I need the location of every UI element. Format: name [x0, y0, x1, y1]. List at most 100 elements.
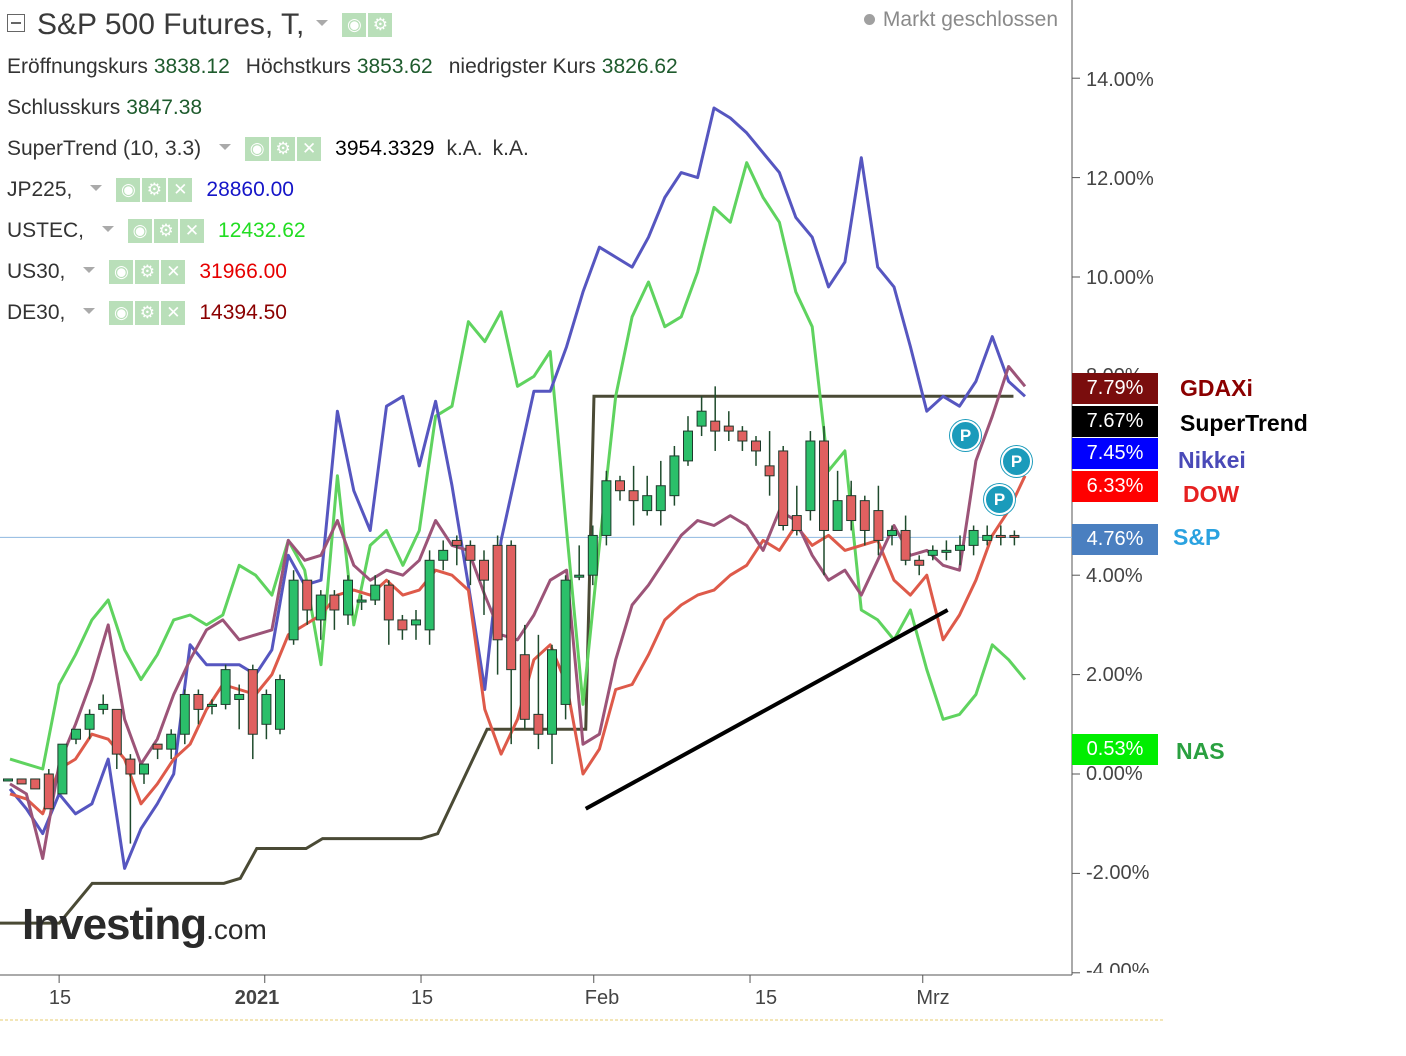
candle-body [819, 440, 829, 531]
eye-icon[interactable]: ◉ [245, 136, 270, 161]
candle-body [832, 500, 843, 531]
legend-title-row: S&P 500 Futures, T, ◉ ⚙ [7, 4, 694, 46]
candle-body [791, 515, 802, 531]
pivot-marker[interactable]: P [984, 484, 1015, 515]
indicator-extra: k.A. [446, 136, 483, 160]
low-label: niedrigster Kurs [448, 54, 596, 78]
candle-body [615, 480, 625, 492]
candle-body [655, 485, 666, 512]
indicator-actions: ◉ ⚙ ✕ [245, 136, 323, 161]
candle-body [179, 693, 190, 735]
candle-body [438, 549, 449, 561]
indicator-name: JP225, [7, 177, 73, 201]
chevron-down-icon[interactable] [102, 225, 115, 232]
y-tick-label: 4.00% [1086, 565, 1143, 587]
candle-body [411, 619, 421, 626]
candle-body [397, 619, 408, 631]
gear-icon[interactable]: ⚙ [142, 177, 167, 202]
candle-body [628, 490, 639, 502]
eye-icon[interactable]: ◉ [109, 259, 134, 284]
candle-body [16, 778, 27, 785]
chevron-down-icon[interactable] [90, 184, 103, 191]
gear-icon[interactable]: ⚙ [135, 300, 160, 325]
candle-body [220, 669, 231, 705]
candle-body [601, 480, 612, 536]
series-line-us30 [9, 475, 1027, 816]
gear-icon[interactable]: ⚙ [368, 13, 393, 37]
chevron-down-icon[interactable] [83, 266, 96, 273]
candle-body [751, 440, 761, 452]
investing-logo: Investing.com [22, 900, 267, 950]
candle-body [356, 599, 367, 603]
candle-body [873, 510, 884, 541]
candle-body [669, 455, 680, 497]
candle-body [57, 743, 68, 795]
y-tick-label: 10.00% [1086, 267, 1154, 289]
series-lines-layer [8, 106, 1027, 870]
candle-body [315, 594, 326, 621]
close-icon[interactable]: ✕ [161, 259, 186, 284]
candle-body [139, 763, 149, 775]
series-name-dow: DOW [1183, 481, 1240, 507]
market-status: Markt geschlossen [863, 8, 1058, 32]
price-label-gdaxi: 7.79% [1072, 373, 1158, 404]
candle-body [479, 559, 489, 581]
chevron-down-icon[interactable] [316, 20, 329, 26]
price-label-sp: 4.76% [1072, 524, 1158, 555]
eye-icon[interactable]: ◉ [342, 13, 367, 37]
pivot-marker[interactable]: P [950, 420, 981, 451]
candle-body [560, 579, 571, 705]
indicator-name: DE30, [7, 300, 66, 324]
low-value: 3826.62 [601, 54, 678, 78]
candle-body [30, 778, 41, 790]
trendline-layer [584, 608, 949, 811]
candle-body [900, 529, 911, 561]
eye-icon[interactable]: ◉ [109, 300, 134, 325]
candle-body [710, 420, 721, 432]
candle-body [506, 544, 517, 671]
indicator-row-us30: US30, ◉ ⚙ ✕ 31966.00 [7, 251, 694, 292]
indicator-name: USTEC, [7, 218, 85, 242]
pivot-marker[interactable]: P [1001, 446, 1032, 477]
series-name-nikkei: Nikkei [1178, 447, 1246, 473]
indicator-value: 14394.50 [199, 300, 287, 324]
chevron-down-icon[interactable] [83, 307, 96, 314]
eye-icon[interactable]: ◉ [116, 177, 141, 202]
candle-body [533, 713, 544, 735]
series-line-ustec [9, 161, 1027, 771]
candle-body [642, 495, 653, 512]
close-icon[interactable]: ✕ [180, 218, 205, 243]
gear-icon[interactable]: ⚙ [135, 259, 160, 284]
candle-body [995, 534, 1006, 538]
candle-body [275, 679, 285, 730]
gear-icon[interactable]: ⚙ [271, 136, 296, 161]
collapse-legend-icon[interactable] [7, 14, 25, 32]
candle-body [683, 430, 693, 462]
candle-body [1009, 534, 1020, 538]
candle-body [846, 495, 857, 522]
indicator-name: US30, [7, 259, 66, 283]
gear-icon[interactable]: ⚙ [154, 218, 179, 243]
candle-body [778, 450, 789, 527]
indicator-value: 12432.62 [218, 218, 306, 242]
chevron-down-icon[interactable] [219, 143, 232, 150]
price-label-supertrend: 7.67% [1072, 406, 1158, 437]
candle-body [261, 693, 272, 725]
close-icon[interactable]: ✕ [168, 177, 193, 202]
y-tick-label: 14.00% [1086, 69, 1154, 91]
indicator-actions: ◉ ⚙ ✕ [109, 259, 187, 284]
candle-body [519, 654, 530, 720]
indicator-row-supertrend: SuperTrend (10, 3.3) ◉ ⚙ ✕ 3954.3329 k.A… [7, 128, 694, 169]
close-icon[interactable]: ✕ [161, 300, 186, 325]
candle-body [152, 743, 163, 750]
candle-body [3, 778, 13, 782]
indicator-name: SuperTrend (10, 3.3) [7, 136, 202, 160]
chart-title: S&P 500 Futures, T, [37, 8, 305, 41]
candle-body [71, 728, 81, 740]
close-icon[interactable]: ✕ [297, 136, 322, 161]
close-value: 3847.38 [126, 95, 203, 119]
price-label-nikkei: 7.45% [1072, 438, 1158, 469]
eye-icon[interactable]: ◉ [128, 218, 153, 243]
high-label: Höchstkurs [245, 54, 351, 78]
